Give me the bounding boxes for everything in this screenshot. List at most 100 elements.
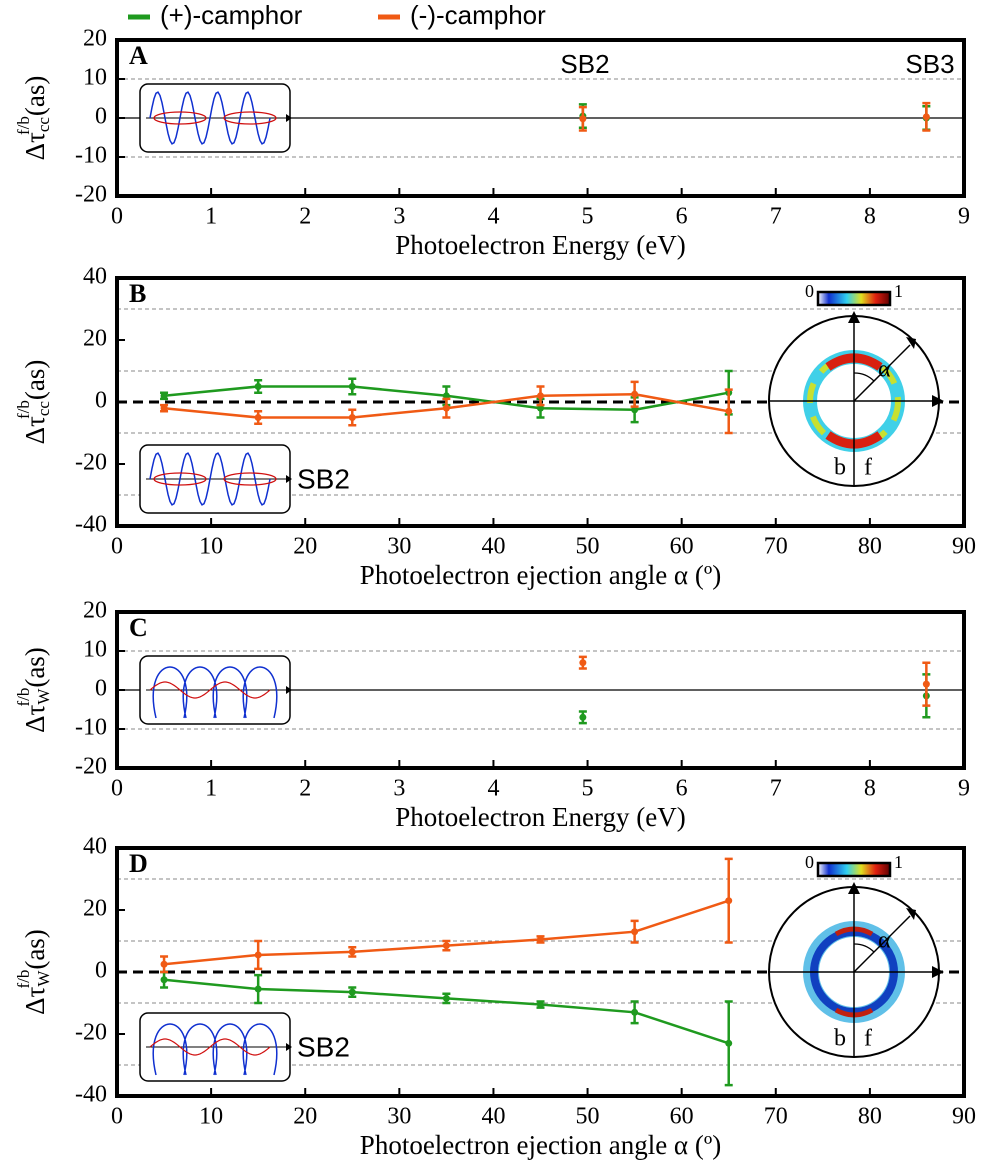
- y-tick-label: 20: [83, 26, 107, 52]
- ring-back: b: [834, 455, 846, 481]
- plot-frame: [115, 38, 966, 198]
- annotation: SB2: [560, 49, 609, 79]
- y-tick-label: 40: [83, 834, 107, 860]
- y-label-main: Δτ: [20, 704, 50, 732]
- x-tick-label: 8: [864, 204, 876, 230]
- panel-letter: C: [129, 613, 148, 642]
- y-label-sub: W: [34, 688, 53, 705]
- x-tick-label: 5: [582, 776, 594, 802]
- data-point: [725, 407, 733, 415]
- y-tick-label: -20: [75, 754, 107, 780]
- x-tick-label: 90: [952, 534, 976, 560]
- data-point: [160, 404, 168, 412]
- data-point: [579, 659, 587, 667]
- panel-letter: B: [129, 279, 146, 308]
- x-tick-label: 7: [770, 204, 782, 230]
- colorbar-max: 1: [894, 281, 903, 301]
- y-label-unit: (as): [20, 360, 50, 400]
- inset-wave: [149, 452, 271, 506]
- inset-arrow: [286, 475, 292, 483]
- y-tick-label: -20: [75, 450, 107, 476]
- series-line: [163, 899, 730, 966]
- colorbar-min: 0: [805, 852, 814, 872]
- inset-ellipse: [153, 111, 207, 125]
- inset-wave-red: [149, 1038, 271, 1056]
- y-label-sub: cc: [34, 401, 53, 417]
- x-tick-label: 9: [958, 776, 970, 802]
- data-point: [579, 713, 587, 721]
- y-label-unit: (as): [20, 929, 50, 969]
- x-tick-label: 1: [205, 204, 217, 230]
- y-axis-label: Δτccf/b(as): [14, 76, 53, 161]
- y-axis-label: ΔτWf/b(as): [14, 929, 53, 1015]
- legend-label: (+)-camphor: [160, 0, 303, 30]
- x-tick-label: 9: [958, 204, 970, 230]
- inset-wave: [152, 1023, 278, 1076]
- data-point: [442, 404, 450, 412]
- y-label-unit: (as): [20, 647, 50, 687]
- y-label-sup: f/b: [14, 116, 33, 135]
- inset-arrow: [286, 686, 292, 694]
- colorbar-max: 1: [894, 852, 903, 872]
- x-tick-label: 10: [199, 534, 223, 560]
- data-point: [348, 414, 356, 421]
- ring-front: f: [864, 1026, 872, 1052]
- ring-alpha: α: [878, 928, 891, 954]
- x-tick-label: 1: [205, 776, 217, 802]
- ring-ray-arrow: [906, 337, 916, 349]
- plot-frame: [115, 846, 966, 1098]
- data-point: [579, 115, 587, 123]
- sideband-label: SB2: [297, 1031, 350, 1062]
- x-axis-label: Photoelectron Energy (eV): [395, 230, 685, 260]
- ring-ray-arrow: [906, 908, 916, 920]
- y-tick-label: -10: [75, 143, 107, 169]
- data-point: [442, 942, 450, 950]
- data-point: [631, 928, 639, 936]
- data-point: [254, 414, 262, 421]
- x-tick-label: 0: [111, 1104, 123, 1130]
- data-point: [160, 960, 168, 968]
- y-axis-label: Δτccf/b(as): [14, 360, 53, 445]
- panel-letter: A: [129, 41, 148, 70]
- x-tick-label: 6: [676, 776, 688, 802]
- data-point: [537, 404, 544, 412]
- y-tick-label: 0: [95, 388, 107, 414]
- sideband-label: SB2: [297, 463, 350, 494]
- data-point: [631, 406, 639, 414]
- x-tick-label: 6: [676, 204, 688, 230]
- x-tick-label: 7: [770, 776, 782, 802]
- colorbar-min: 0: [805, 281, 814, 301]
- inset-ellipse: [153, 472, 207, 486]
- inset-arrow: [286, 114, 292, 122]
- x-tick-label: 30: [387, 534, 411, 560]
- ring-harrow: [932, 966, 944, 978]
- x-axis-label: Photoelectron Energy (eV): [395, 802, 685, 832]
- y-label-sub: cc: [34, 117, 53, 133]
- x-tick-label: 0: [111, 776, 123, 802]
- data-point: [537, 1001, 544, 1009]
- x-tick-label: 0: [111, 534, 123, 560]
- y-tick-label: 10: [83, 637, 107, 663]
- ring-harrow: [932, 395, 944, 407]
- x-tick-label: 10: [199, 1104, 223, 1130]
- y-tick-label: 10: [83, 65, 107, 91]
- x-tick-label: 8: [864, 776, 876, 802]
- y-tick-label: -40: [75, 1082, 107, 1108]
- x-tick-label: 2: [299, 204, 311, 230]
- x-tick-label: 80: [858, 534, 882, 560]
- data-point: [537, 392, 544, 400]
- x-tick-label: 80: [858, 1104, 882, 1130]
- inset-wave-red: [149, 681, 271, 699]
- ring-alpha: α: [878, 357, 891, 383]
- data-point: [922, 113, 930, 121]
- x-tick-label: 4: [487, 776, 499, 802]
- y-label-sup: f/b: [14, 400, 33, 419]
- data-point: [160, 976, 168, 984]
- x-axis-label: Photoelectron ejection angle α (º): [360, 560, 721, 590]
- y-tick-label: 20: [83, 598, 107, 624]
- data-point: [254, 951, 262, 959]
- x-tick-label: 2: [299, 776, 311, 802]
- x-tick-label: 40: [481, 1104, 505, 1130]
- x-tick-label: 90: [952, 1104, 976, 1130]
